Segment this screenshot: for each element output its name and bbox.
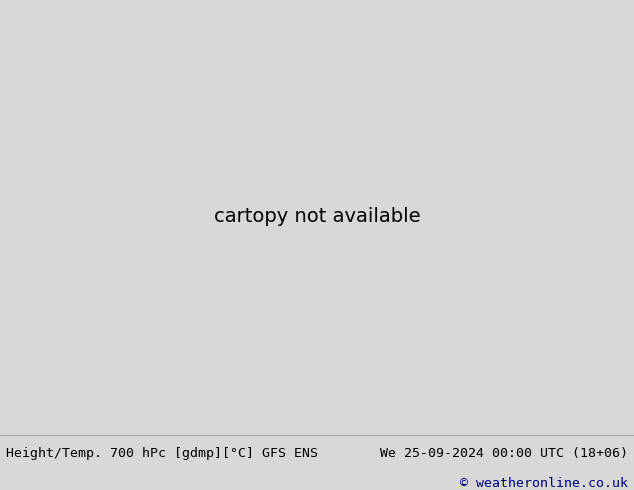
Text: © weatheronline.co.uk: © weatheronline.co.uk [460, 477, 628, 490]
Text: We 25-09-2024 00:00 UTC (18+06): We 25-09-2024 00:00 UTC (18+06) [380, 447, 628, 460]
Text: Height/Temp. 700 hPc [gdmp][°C] GFS ENS: Height/Temp. 700 hPc [gdmp][°C] GFS ENS [6, 447, 318, 460]
Text: cartopy not available: cartopy not available [214, 207, 420, 226]
